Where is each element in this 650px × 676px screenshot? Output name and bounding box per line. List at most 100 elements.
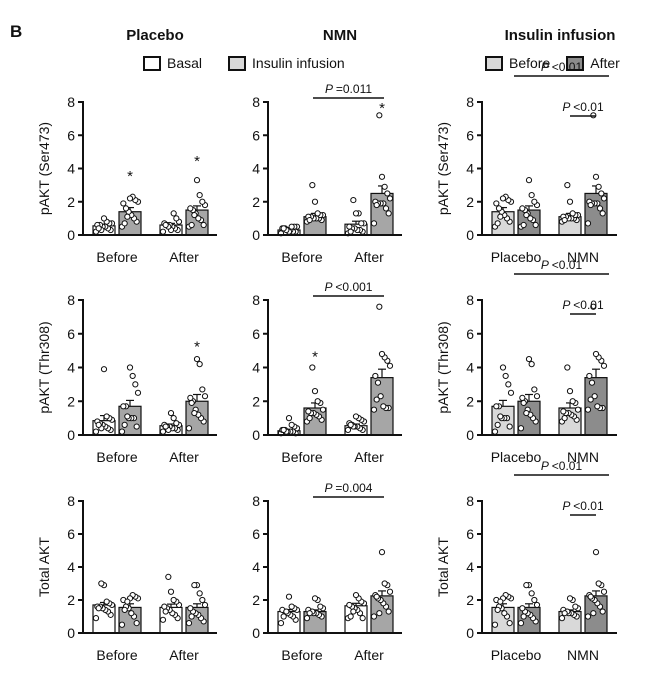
data-point	[121, 220, 128, 227]
data-point	[309, 182, 316, 189]
data-point	[599, 210, 606, 217]
data-point	[185, 620, 193, 627]
data-point	[380, 403, 387, 410]
data-point	[350, 196, 357, 204]
y-tick-label: 8	[466, 493, 474, 509]
x-tick-label-after: After	[354, 449, 384, 465]
data-point	[170, 596, 177, 604]
data-point	[122, 205, 130, 212]
data-point	[574, 406, 582, 413]
data-point	[502, 372, 509, 380]
data-point	[120, 403, 127, 410]
x-tick-label-nmn: NMN	[567, 647, 599, 663]
y-tick-label: 2	[67, 393, 75, 409]
data-point	[373, 396, 380, 403]
y-tick-label: 6	[466, 526, 474, 542]
data-point	[196, 590, 203, 597]
data-point	[600, 362, 608, 369]
significance-asterisk: *	[194, 339, 200, 356]
y-tick-label: 6	[67, 127, 75, 143]
data-point	[159, 228, 167, 235]
data-point	[584, 220, 592, 227]
x-tick-label-nmn: NMN	[567, 449, 599, 465]
data-point	[386, 588, 394, 595]
data-point	[311, 198, 319, 205]
x-tick-label-before: Before	[96, 449, 137, 465]
data-point	[199, 596, 206, 604]
data-point	[533, 601, 541, 609]
chart-panel-1: Before After 0 2 4 6 8 * P =0.011	[252, 82, 402, 265]
data-point	[598, 190, 605, 197]
data-point	[162, 608, 169, 615]
data-point	[165, 573, 172, 581]
data-point	[314, 210, 321, 217]
p-value: <0.01	[552, 60, 583, 74]
data-point	[569, 210, 576, 217]
data-point	[191, 582, 198, 589]
data-point	[527, 215, 534, 222]
p-value: <0.001	[335, 280, 372, 294]
data-point	[494, 421, 501, 428]
data-point	[376, 112, 383, 119]
data-point	[520, 221, 527, 229]
data-point	[564, 364, 571, 371]
data-point	[120, 200, 127, 207]
x-tick-label-before: Before	[281, 249, 322, 265]
data-point	[317, 603, 324, 610]
data-point	[378, 173, 386, 180]
data-point	[306, 415, 313, 422]
data-point	[347, 228, 354, 235]
data-point	[523, 409, 530, 417]
legend-basal-insulin: Basal Insulin infusion	[143, 55, 345, 71]
y-axis-label: pAKT (Thr308)	[435, 321, 451, 413]
data-point	[386, 362, 394, 369]
p-value-label: P <0.01	[562, 298, 604, 312]
p-symbol: P	[541, 258, 552, 272]
data-point	[519, 605, 526, 612]
y-tick-label: 2	[466, 592, 474, 608]
data-point	[519, 394, 526, 401]
data-point	[283, 608, 290, 615]
p-value-label: P <0.01	[541, 60, 583, 74]
y-tick-label: 2	[466, 393, 474, 409]
data-point	[306, 610, 313, 617]
p-value-label: P =0.004	[325, 481, 373, 495]
data-point	[584, 613, 592, 620]
data-point	[187, 605, 194, 612]
data-point	[95, 605, 102, 612]
data-point	[569, 398, 576, 405]
data-point	[600, 588, 608, 595]
x-tick-label-after: After	[354, 647, 384, 663]
p-value: =0.004	[335, 481, 372, 495]
data-point	[173, 215, 180, 222]
data-point	[359, 615, 366, 622]
y-axis-label: pAKT (Ser473)	[36, 122, 52, 215]
chart-panel-0: Before After 0 2 4 6 8 pAKT (Ser473) * *	[36, 94, 217, 265]
chart-panel-4: Before After 0 2 4 6 8 * P <0.001	[252, 280, 402, 465]
p-value-label: P <0.01	[562, 100, 604, 114]
y-tick-label: 4	[67, 559, 75, 575]
data-point	[162, 423, 169, 430]
legend-label-insulin: Insulin infusion	[252, 55, 345, 71]
data-point	[386, 195, 394, 202]
chart-panel-6: Before After 0 2 4 6 8 Total AKT	[36, 493, 217, 663]
x-tick-label-placebo: Placebo	[491, 647, 542, 663]
significance-asterisk: *	[379, 100, 385, 117]
data-point	[159, 428, 167, 435]
data-point	[497, 213, 504, 220]
y-tick-label: 6	[67, 526, 75, 542]
data-point	[493, 200, 500, 207]
data-point	[280, 426, 287, 434]
y-axis-label: Total AKT	[435, 537, 451, 597]
data-point	[377, 393, 384, 400]
y-axis-label: Total AKT	[36, 537, 52, 597]
data-point	[596, 205, 604, 212]
data-point	[346, 223, 353, 230]
y-tick-label: 4	[252, 559, 260, 575]
data-point	[531, 596, 538, 604]
data-point	[533, 393, 541, 400]
y-tick-label: 4	[252, 360, 260, 376]
data-point	[523, 582, 530, 589]
data-point	[499, 195, 507, 202]
p-value: <0.01	[573, 499, 604, 513]
